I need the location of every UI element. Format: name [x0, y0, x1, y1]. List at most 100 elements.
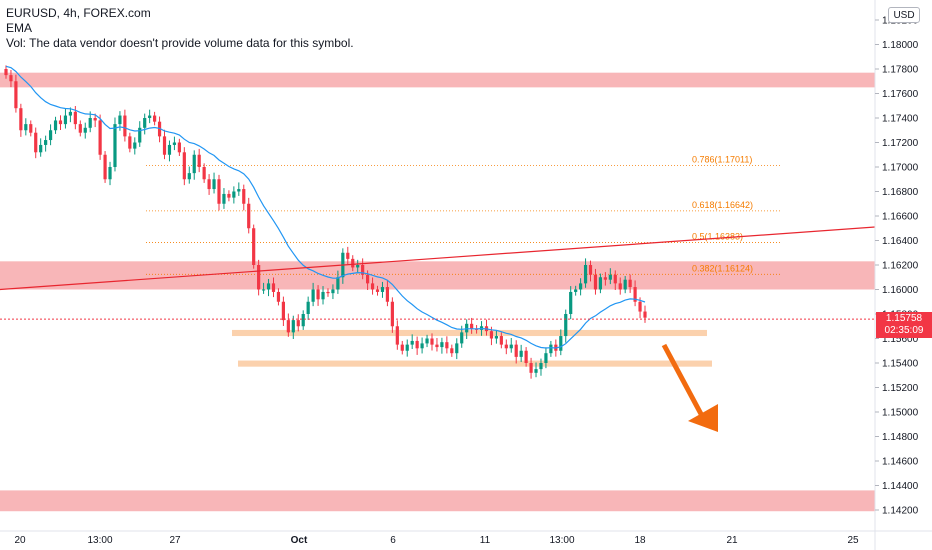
- y-tick-label: 1.18000: [882, 40, 919, 51]
- x-tick-label: 27: [169, 535, 181, 546]
- candle-body: [197, 154, 201, 167]
- y-tick-label: 1.16800: [882, 187, 919, 198]
- candle-body: [425, 338, 429, 344]
- candle-body: [470, 323, 474, 329]
- fib-label: 0.382(1.16124): [692, 263, 753, 273]
- candle-body: [103, 154, 107, 180]
- y-tick-label: 1.16400: [882, 236, 919, 247]
- candle-body: [232, 191, 236, 198]
- candle-body: [182, 152, 186, 180]
- candle-body: [385, 287, 390, 302]
- candle-body: [415, 340, 419, 349]
- candle-body: [489, 331, 494, 339]
- candle-body: [83, 127, 87, 133]
- candle-body: [366, 274, 370, 284]
- symbol-title[interactable]: EURUSD, 4h, FOREX.com: [6, 6, 151, 20]
- candle-body: [93, 118, 97, 121]
- chart-legend: EURUSD, 4h, FOREX.com EMA Vol: The data …: [6, 6, 354, 51]
- candle-body: [450, 348, 454, 354]
- candle-body: [153, 115, 157, 122]
- candle-body: [58, 120, 63, 125]
- candle-body: [633, 287, 637, 302]
- x-tick-label: 20: [14, 535, 26, 546]
- candle-body: [440, 342, 444, 348]
- y-tick-label: 1.17600: [882, 89, 919, 100]
- candle-body: [212, 179, 216, 190]
- candle-body: [44, 140, 48, 145]
- candle-body: [237, 189, 241, 192]
- candle-body: [19, 108, 23, 131]
- candle-body: [133, 142, 137, 149]
- candle-body: [410, 340, 414, 345]
- last-price-value: 1.15758: [885, 313, 923, 324]
- x-axis: 20 13:00 27 Oct 6 11 13:00 18 21 25: [0, 530, 932, 546]
- candle-body: [316, 289, 320, 300]
- candle-body: [301, 314, 305, 327]
- candle-body: [311, 289, 315, 302]
- candle-body: [252, 228, 256, 265]
- candle-body: [608, 274, 612, 280]
- candle-body: [227, 193, 231, 198]
- fib-label: 0.618(1.16642): [692, 200, 753, 210]
- y-tick-label: 1.15000: [882, 408, 919, 419]
- candle-body: [266, 283, 271, 290]
- candle-body: [192, 154, 196, 174]
- candle-body: [306, 301, 310, 314]
- candle-body: [88, 118, 92, 128]
- candle-body: [534, 369, 538, 373]
- candle-body: [48, 130, 53, 141]
- y-tick-label: 1.16200: [882, 261, 919, 272]
- candle-body: [618, 283, 622, 290]
- y-tick-label: 1.17200: [882, 138, 919, 149]
- candles: [4, 65, 647, 379]
- candle-body: [143, 118, 147, 128]
- candle-body: [321, 291, 325, 300]
- fib-levels: 0.786(1.17011) 0.618(1.16642) 0.5(1.16383)…: [146, 155, 780, 275]
- y-tick-label: 1.14400: [882, 481, 919, 492]
- candle-body: [509, 344, 513, 349]
- arrow-head: [688, 404, 718, 432]
- x-tick-label: 25: [847, 535, 859, 546]
- candle-body: [420, 343, 424, 349]
- candle-body: [430, 338, 434, 345]
- y-tick-label: 1.17800: [882, 65, 919, 76]
- candle-body: [435, 344, 439, 348]
- currency-button[interactable]: USD: [888, 7, 920, 23]
- candle-body: [623, 279, 627, 290]
- y-tick-label: 1.17000: [882, 163, 919, 174]
- y-tick-label: 1.14800: [882, 432, 919, 443]
- candle-body: [34, 132, 38, 153]
- x-tick-label: 11: [480, 535, 491, 546]
- candle-body: [499, 336, 503, 345]
- candle-body: [524, 350, 528, 363]
- candle-body: [351, 258, 355, 268]
- candle-body: [123, 115, 127, 137]
- candle-body: [529, 363, 533, 373]
- y-tick-label: 1.17400: [882, 114, 919, 125]
- candle-body: [247, 203, 251, 229]
- ema-indicator-label[interactable]: EMA: [6, 21, 33, 35]
- y-tick-label: 1.15200: [882, 383, 919, 394]
- candle-body: [603, 277, 607, 280]
- candle-body: [9, 75, 13, 82]
- candle-body: [514, 344, 518, 357]
- candle-body: [242, 189, 246, 204]
- resistance-zone: [0, 261, 875, 290]
- candle-body: [207, 179, 211, 190]
- candle-body: [261, 289, 266, 291]
- candle-body: [39, 144, 43, 153]
- candle-body: [465, 323, 469, 333]
- candle-body: [286, 320, 290, 333]
- resistance-zone: [0, 490, 875, 512]
- candle-body: [400, 344, 404, 351]
- candle-body: [519, 350, 523, 357]
- candle-body: [380, 287, 385, 292]
- candle-body: [361, 265, 365, 275]
- fib-label: 0.5(1.16383): [692, 232, 743, 242]
- candle-body: [544, 353, 548, 363]
- y-tick-label: 1.16600: [882, 212, 919, 223]
- y-tick-label: 1.15400: [882, 359, 919, 370]
- candle-body: [98, 120, 102, 155]
- candle-body: [494, 336, 498, 339]
